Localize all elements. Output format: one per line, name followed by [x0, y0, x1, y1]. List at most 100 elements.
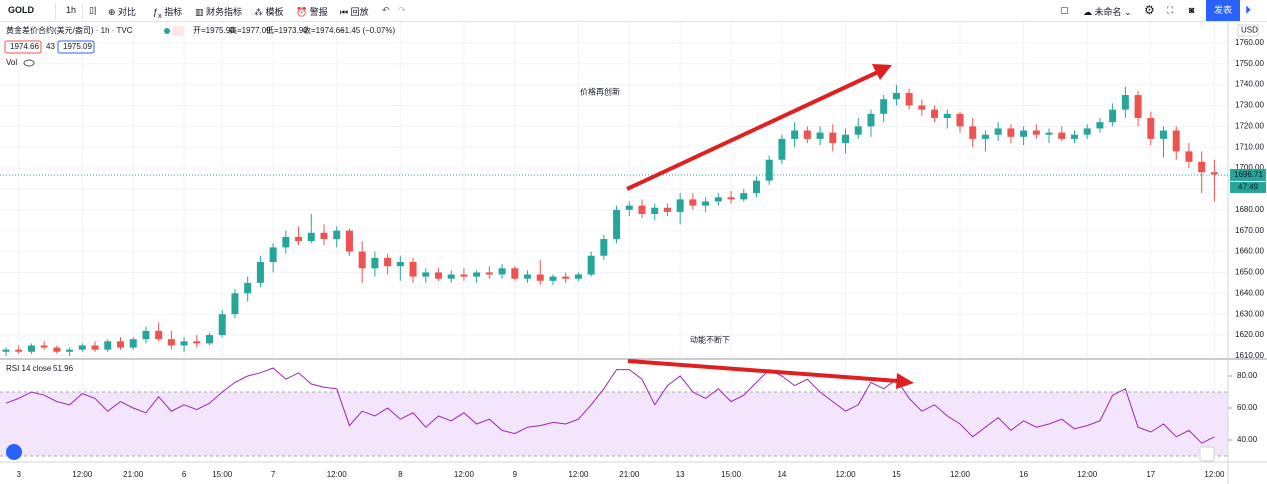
- status-badge: [172, 26, 184, 36]
- y-tick-label: 1670.00: [1235, 226, 1264, 235]
- candle-body: [511, 268, 519, 279]
- x-tick-label: 6: [182, 470, 187, 479]
- candle-body: [1160, 130, 1168, 139]
- candle-body: [549, 276, 557, 281]
- y-tick-label: 1750.00: [1235, 59, 1264, 68]
- candle-body: [447, 274, 455, 279]
- play[interactable]: ⏵: [1245, 3, 1252, 17]
- candle-body: [40, 345, 48, 348]
- candle-body: [473, 272, 481, 277]
- legend-value: 收=1974.66: [303, 25, 345, 35]
- chart-type-icon[interactable]: ▯|: [89, 5, 97, 15]
- layout-icon[interactable]: ▢: [1060, 5, 1069, 15]
- y-tick-label: 1720.00: [1235, 121, 1264, 130]
- x-tick-label: 21:00: [123, 470, 144, 479]
- candle-body: [1032, 130, 1040, 135]
- candle-body: [1083, 128, 1091, 135]
- candle-body: [562, 276, 570, 279]
- candle-body: [66, 349, 74, 352]
- candle-body: [1198, 161, 1206, 173]
- legend-title: 黄金差价合约(美元/盎司) · 1h · TVC: [6, 25, 133, 35]
- x-tick-label: 17: [1146, 470, 1155, 479]
- candle-body: [27, 345, 35, 352]
- y-tick-label: 1610.00: [1235, 351, 1264, 360]
- candle-body: [282, 236, 290, 248]
- interval[interactable]: 1h: [66, 5, 77, 15]
- candle-body: [676, 199, 684, 212]
- candle-body: [1109, 109, 1117, 123]
- x-tick-label: 7: [271, 470, 276, 479]
- candle-body: [295, 236, 303, 242]
- candle-body: [600, 239, 608, 256]
- candle-body: [409, 262, 417, 277]
- y-tick-label: 1640.00: [1235, 288, 1264, 297]
- countdown-box: [1230, 181, 1266, 193]
- eye-icon: [23, 59, 35, 67]
- candle-body: [816, 132, 824, 139]
- candle-body: [1045, 132, 1053, 135]
- snapshot[interactable]: ◙: [1189, 5, 1195, 15]
- candle-body: [53, 347, 61, 352]
- candle-body: [167, 339, 175, 346]
- arrowhead: [872, 64, 892, 80]
- y-tick-label: 1630.00: [1235, 309, 1264, 318]
- candle-body: [193, 341, 201, 344]
- undo[interactable]: ↶: [382, 5, 390, 15]
- candle-body: [231, 293, 239, 315]
- publish-button[interactable]: 发表: [1206, 0, 1240, 21]
- indicators[interactable]: ƒx 指标: [153, 7, 183, 20]
- candle-body: [1007, 128, 1015, 137]
- candle-body: [574, 274, 582, 279]
- candle-body: [320, 232, 328, 240]
- last-price: 1696.71: [1234, 170, 1263, 179]
- candle-body: [880, 99, 888, 114]
- symbol[interactable]: GOLD: [8, 5, 34, 15]
- candle-body: [1147, 118, 1155, 139]
- candle-body: [422, 272, 430, 277]
- compare[interactable]: ⊕ 对比: [108, 7, 137, 17]
- spread: 43: [46, 42, 55, 51]
- alert[interactable]: ⏰ 警报: [296, 7, 328, 17]
- candle-body: [931, 109, 939, 118]
- candle-body: [1134, 95, 1142, 118]
- ask-box: [57, 40, 95, 54]
- candle-body: [345, 230, 353, 252]
- candle-body: [206, 335, 214, 344]
- rsi-tick-label: 60.00: [1237, 403, 1258, 412]
- status-dot: [164, 28, 170, 34]
- redo[interactable]: ↷: [398, 5, 406, 15]
- candle-body: [587, 255, 595, 275]
- x-tick-label: 12:00: [568, 470, 589, 479]
- candle-body: [765, 159, 773, 181]
- candle-body: [129, 339, 137, 348]
- candle-body: [803, 130, 811, 139]
- candle-body: [434, 272, 442, 279]
- rsi-line: [5, 367, 1215, 444]
- fullscreen[interactable]: ⛶: [1167, 5, 1174, 15]
- annotation: 价格再创新: [580, 87, 620, 97]
- candle-body: [689, 199, 697, 206]
- candle-body: [956, 113, 964, 127]
- arrowhead: [896, 373, 914, 389]
- x-tick-label: 15: [892, 470, 901, 479]
- candle-body: [613, 209, 621, 240]
- layout-name[interactable]: ☁ 未命名 ⌄: [1083, 7, 1132, 17]
- y-tick-label: 1650.00: [1235, 268, 1264, 277]
- x-tick-label: 13: [676, 470, 685, 479]
- financials[interactable]: ▥ 财务指标: [195, 7, 243, 17]
- candle-body: [180, 341, 188, 346]
- x-tick-label: 21:00: [619, 470, 640, 479]
- templates[interactable]: ⁂ 模板: [254, 7, 284, 17]
- settings[interactable]: ⚙: [1144, 3, 1155, 17]
- replay[interactable]: ⏮ 回放: [340, 7, 369, 17]
- ask: 1975.09: [63, 42, 92, 51]
- x-tick-label: 12:00: [1077, 470, 1098, 479]
- x-tick-label: 12:00: [1204, 470, 1225, 479]
- candle-body: [307, 232, 315, 242]
- tv-logo: [6, 444, 22, 460]
- y-tick-label: 1740.00: [1235, 80, 1264, 89]
- candle-body: [116, 341, 124, 348]
- candle-body: [791, 130, 799, 139]
